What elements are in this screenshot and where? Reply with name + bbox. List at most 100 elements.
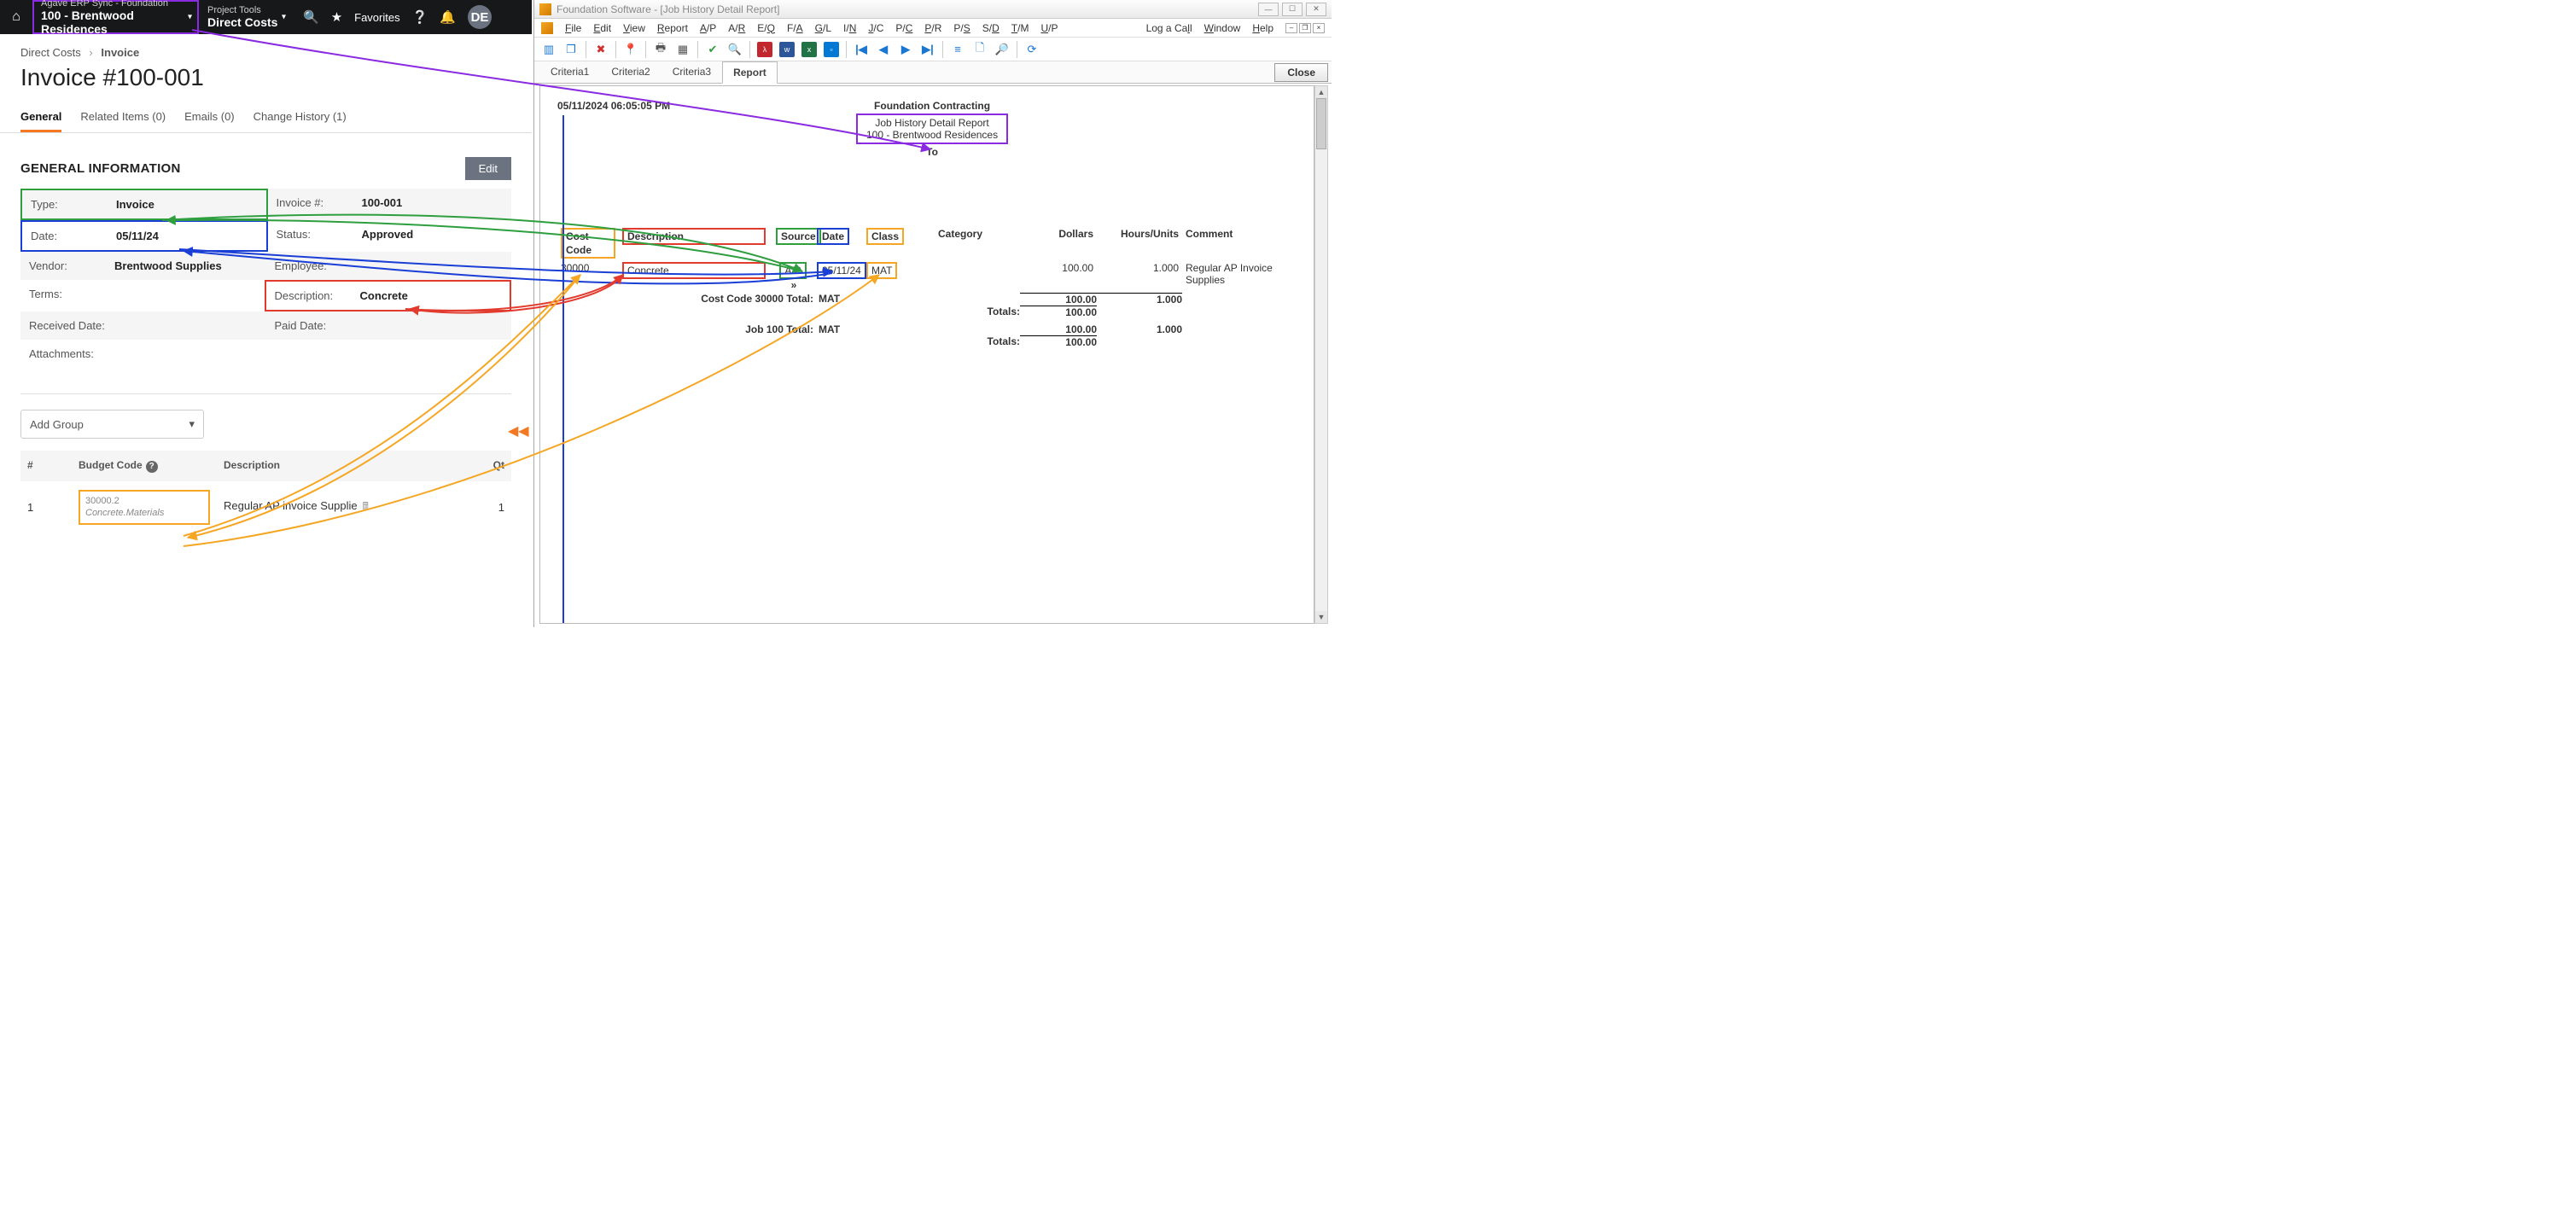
expand-icon[interactable]: »: [791, 279, 797, 291]
maximize-button[interactable]: ☐: [1282, 3, 1303, 16]
menu-file[interactable]: File: [565, 22, 581, 34]
tab-criteria1[interactable]: Criteria1: [539, 61, 600, 83]
col-num: #: [20, 451, 72, 481]
field-label: Date:: [31, 230, 116, 242]
field-terms: Terms:: [20, 280, 265, 311]
help-icon[interactable]: ❔: [412, 9, 428, 25]
menu-edit[interactable]: Edit: [593, 22, 611, 34]
print-icon[interactable]: 🖶: [651, 40, 670, 59]
mdi-restore[interactable]: ❐: [1299, 23, 1311, 33]
spacer: [1097, 335, 1182, 348]
close-button[interactable]: Close: [1274, 63, 1328, 82]
tab-related[interactable]: Related Items (0): [80, 103, 166, 132]
grid-icon[interactable]: ▦: [673, 40, 692, 59]
collapse-handle[interactable]: ◀◀: [508, 422, 529, 440]
export-pdf[interactable]: λ: [755, 40, 774, 59]
crumb-root[interactable]: Direct Costs: [20, 46, 81, 59]
vertical-scrollbar[interactable]: ▲ ▼: [1314, 85, 1328, 624]
home-button[interactable]: ⌂: [0, 0, 32, 34]
menu-report[interactable]: Report: [657, 22, 688, 34]
menu-tm[interactable]: T/M: [1011, 22, 1029, 34]
menu-up[interactable]: U/P: [1040, 22, 1058, 34]
minimize-button[interactable]: —: [1258, 3, 1279, 16]
favorites-label[interactable]: Favorites: [354, 11, 399, 24]
field-label: Received Date:: [29, 319, 114, 332]
menubar: File Edit View Report A/P A/R E/Q F/A G/…: [534, 19, 1332, 38]
page-search-icon[interactable]: 🔎: [993, 40, 1011, 59]
menu-in[interactable]: I/N: [843, 22, 856, 34]
scroll-up-icon[interactable]: ▲: [1315, 86, 1327, 98]
nav-first-icon[interactable]: |◀: [852, 40, 871, 59]
mdi-minimize[interactable]: –: [1285, 23, 1297, 33]
tab-history[interactable]: Change History (1): [254, 103, 347, 132]
scroll-thumb[interactable]: [1316, 98, 1326, 149]
budget-code-name: Concrete.Materials: [85, 507, 203, 519]
delete-icon[interactable]: ✖: [592, 40, 610, 59]
menu-window[interactable]: Window: [1204, 22, 1241, 34]
tab-report[interactable]: Report: [722, 61, 778, 84]
report-timestamp: 05/11/2024 06:05:05 PM: [557, 100, 670, 158]
menu-help[interactable]: Help: [1252, 22, 1273, 34]
left-app: ⌂ Agave ERP Sync - Foundation 100 - Bren…: [0, 0, 532, 627]
nav-prev-icon[interactable]: ◀: [874, 40, 893, 59]
search-icon[interactable]: 🔍: [303, 9, 319, 25]
close-button[interactable]: ✕: [1306, 3, 1326, 16]
menu-ps[interactable]: P/S: [953, 22, 970, 34]
search-icon[interactable]: 🔍: [726, 40, 744, 59]
help-icon[interactable]: ?: [146, 461, 158, 473]
menu-eq[interactable]: E/Q: [757, 22, 775, 34]
export-excel[interactable]: x: [800, 40, 819, 59]
menu-log-call[interactable]: Log a Call: [1146, 22, 1192, 34]
avatar[interactable]: DE: [468, 5, 492, 29]
field-date: Date:05/11/24: [20, 220, 268, 252]
export-other[interactable]: ▫: [822, 40, 841, 59]
pin-icon[interactable]: 📍: [621, 40, 640, 59]
mdi-close[interactable]: ×: [1313, 23, 1325, 33]
menu-jc[interactable]: J/C: [868, 22, 883, 34]
report-title: Job History Detail Report: [866, 117, 998, 129]
cell-hu: 1.000: [1097, 260, 1182, 293]
edit-button[interactable]: Edit: [465, 157, 511, 180]
window-titlebar: Foundation Software - [Job History Detai…: [534, 0, 1332, 19]
calculator-icon[interactable]: 🖩: [363, 500, 369, 512]
check-icon[interactable]: ✔: [703, 40, 722, 59]
field-value: Brentwood Supplies: [114, 259, 222, 272]
list-icon[interactable]: ≡: [948, 40, 967, 59]
scroll-down-icon[interactable]: ▼: [1315, 611, 1327, 623]
project-selector[interactable]: Agave ERP Sync - Foundation 100 - Brentw…: [32, 0, 199, 34]
tool-selector[interactable]: Project Tools Direct Costs ▾: [199, 0, 293, 34]
caret-icon: ▾: [282, 13, 286, 22]
cc-total-row: Cost Code 30000 Total: MAT 100.00 1.000: [557, 293, 1297, 306]
bell-icon[interactable]: 🔔: [440, 9, 456, 25]
menu-pc[interactable]: P/C: [895, 22, 912, 34]
nav-last-icon[interactable]: ▶|: [918, 40, 937, 59]
menu-ar[interactable]: A/R: [728, 22, 745, 34]
nav-next-icon[interactable]: ▶: [896, 40, 915, 59]
menu-pr[interactable]: P/R: [924, 22, 941, 34]
cell-desc: Concrete: [622, 262, 766, 279]
tab-criteria2[interactable]: Criteria2: [600, 61, 661, 83]
caret-icon: ▾: [189, 417, 195, 431]
menu-ap[interactable]: A/P: [700, 22, 716, 34]
export-word[interactable]: w: [778, 40, 796, 59]
tab-emails[interactable]: Emails (0): [184, 103, 235, 132]
refresh-icon[interactable]: ⟳: [1023, 40, 1041, 59]
copy-icon[interactable]: ❐: [562, 40, 580, 59]
add-group-label: Add Group: [30, 418, 84, 431]
tabs: General Related Items (0) Emails (0) Cha…: [0, 103, 532, 133]
add-group-dropdown[interactable]: Add Group ▾: [20, 410, 511, 439]
star-icon[interactable]: ★: [331, 9, 342, 25]
tab-criteria3[interactable]: Criteria3: [661, 61, 722, 83]
menu-sd[interactable]: S/D: [982, 22, 1000, 34]
menu-fa[interactable]: F/A: [787, 22, 803, 34]
menu-view[interactable]: View: [623, 22, 645, 34]
window-title: Foundation Software - [Job History Detai…: [557, 3, 779, 15]
th-cost-code: Cost Code: [561, 228, 615, 259]
field-label: Employee:: [275, 259, 360, 272]
menu-gl[interactable]: G/L: [815, 22, 831, 34]
tab-general[interactable]: General: [20, 103, 61, 132]
new-page-icon[interactable]: 🗋: [970, 40, 989, 59]
separator: [749, 41, 750, 58]
budget-code-box: 30000.2 Concrete.Materials: [79, 490, 210, 525]
book-icon[interactable]: ▥: [539, 40, 558, 59]
